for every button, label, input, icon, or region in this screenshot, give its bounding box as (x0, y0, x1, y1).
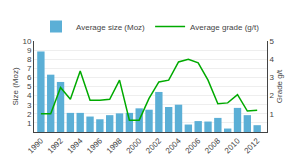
svg-text:1: 1 (270, 110, 275, 119)
svg-text:Grade g/t: Grade g/t (275, 69, 284, 103)
svg-text:7: 7 (27, 64, 32, 73)
svg-text:1990: 1990 (26, 136, 45, 155)
svg-text:Size (Moz): Size (Moz) (11, 67, 20, 106)
svg-text:2012: 2012 (242, 136, 261, 155)
svg-text:Average grade (g/t): Average grade (g/t) (190, 23, 259, 32)
svg-text:10: 10 (22, 37, 31, 46)
svg-text:1992: 1992 (46, 136, 65, 155)
svg-text:1996: 1996 (85, 136, 104, 155)
svg-text:2: 2 (27, 110, 32, 119)
svg-text:5: 5 (27, 82, 32, 91)
svg-text:6: 6 (27, 73, 32, 82)
svg-text:8: 8 (27, 55, 32, 64)
svg-text:5: 5 (270, 37, 275, 46)
svg-text:2000: 2000 (124, 136, 143, 155)
svg-text:1998: 1998 (105, 136, 124, 155)
svg-text:4: 4 (270, 55, 275, 64)
svg-text:3: 3 (270, 73, 275, 82)
svg-text:4: 4 (27, 91, 32, 100)
svg-text:3: 3 (27, 101, 32, 110)
svg-text:9: 9 (27, 46, 32, 55)
svg-text:2010: 2010 (223, 136, 242, 155)
svg-text:2008: 2008 (203, 136, 222, 155)
svg-text:2006: 2006 (183, 136, 202, 155)
svg-text:2: 2 (270, 91, 275, 100)
svg-text:2002: 2002 (144, 136, 163, 155)
svg-text:1: 1 (27, 119, 32, 128)
svg-text:2004: 2004 (164, 136, 183, 155)
svg-text:Average size (Moz): Average size (Moz) (76, 23, 145, 32)
svg-text:1994: 1994 (66, 136, 85, 155)
